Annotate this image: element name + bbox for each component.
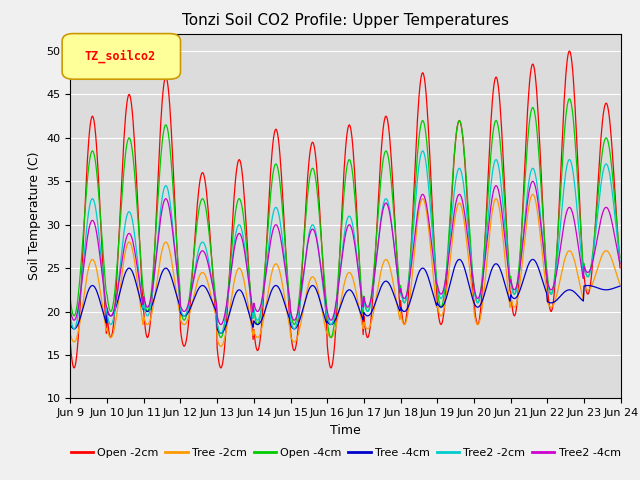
- FancyBboxPatch shape: [62, 34, 180, 79]
- Title: Tonzi Soil CO2 Profile: Upper Temperatures: Tonzi Soil CO2 Profile: Upper Temperatur…: [182, 13, 509, 28]
- Y-axis label: Soil Temperature (C): Soil Temperature (C): [28, 152, 41, 280]
- Legend: Open -2cm, Tree -2cm, Open -4cm, Tree -4cm, Tree2 -2cm, Tree2 -4cm: Open -2cm, Tree -2cm, Open -4cm, Tree -4…: [66, 443, 625, 462]
- Text: TZ_soilco2: TZ_soilco2: [84, 50, 156, 63]
- X-axis label: Time: Time: [330, 424, 361, 437]
